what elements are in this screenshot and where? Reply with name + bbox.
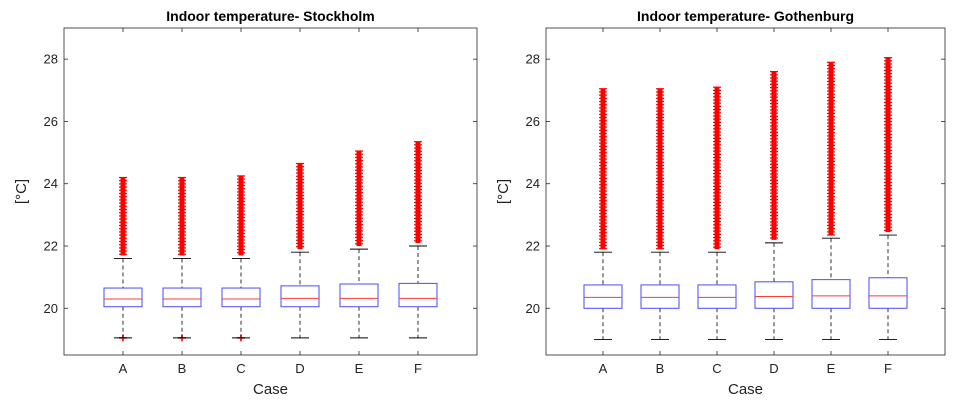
outlier-band — [238, 175, 244, 256]
outlier-band — [771, 71, 777, 240]
iqr-box — [221, 287, 261, 308]
iqr-box — [103, 287, 143, 308]
y-tick-label: 28 — [526, 52, 540, 67]
box-case-e: E — [339, 28, 379, 376]
outlier-band — [297, 163, 303, 250]
box-case-d: D — [280, 28, 320, 376]
box-case-a: A — [103, 28, 143, 376]
y-tick-label: 22 — [526, 239, 540, 254]
gothenburg-boxplot: Indoor temperature- Gothenburg 20 22 24 26 28… — [495, 8, 946, 398]
iqr-box — [339, 283, 379, 308]
y-axis-label: [°C] — [495, 179, 512, 204]
iqr-box — [640, 284, 680, 309]
x-tick-label: F — [884, 361, 892, 376]
x-tick-label: E — [827, 361, 836, 376]
x-tick-label: B — [656, 361, 665, 376]
y-tick-label: 28 — [44, 52, 58, 67]
x-tick-label: A — [599, 361, 608, 376]
x-tick-label: B — [178, 361, 187, 376]
x-tick-label: E — [355, 361, 364, 376]
outlier-band — [714, 87, 720, 250]
box-case-b: B — [162, 28, 202, 376]
chart-title: Indoor temperature- Stockholm — [166, 8, 374, 24]
box-case-a: A — [583, 28, 623, 376]
y-tick-label: 24 — [44, 176, 58, 191]
axes-frame — [545, 27, 946, 356]
box-case-b: B — [640, 28, 680, 376]
box-case-d: D — [754, 28, 794, 376]
iqr-box — [811, 279, 851, 309]
x-tick-label: C — [236, 361, 245, 376]
y-axis-label: [°C] — [13, 179, 30, 204]
x-axis-label: Case — [253, 381, 288, 398]
y-tick-label: 20 — [44, 301, 58, 316]
x-tick-label: F — [414, 361, 422, 376]
axes-frame — [63, 27, 478, 356]
iqr-box — [868, 277, 908, 309]
iqr-box — [398, 282, 438, 308]
x-axis-label: Case — [728, 381, 763, 398]
iqr-box — [754, 281, 794, 309]
box-case-e: E — [811, 28, 851, 376]
box-case-f: F — [868, 28, 908, 376]
y-tick-label: 26 — [526, 114, 540, 129]
box-case-c: C — [697, 28, 737, 376]
iqr-box — [162, 287, 202, 308]
y-tick-label: 24 — [526, 176, 540, 191]
y-tick-label: 26 — [44, 114, 58, 129]
y-tick-label: 22 — [44, 239, 58, 254]
y-tick-label: 20 — [526, 301, 540, 316]
x-tick-label: A — [119, 361, 128, 376]
x-tick-label: D — [295, 361, 304, 376]
box-case-c: C — [221, 28, 261, 376]
iqr-box — [697, 284, 737, 309]
box-case-f: F — [398, 28, 438, 376]
iqr-box — [583, 284, 623, 309]
x-tick-label: C — [712, 361, 721, 376]
x-tick-label: D — [769, 361, 778, 376]
iqr-box — [280, 285, 320, 308]
outlier-band — [885, 57, 891, 233]
chart-title: Indoor temperature- Gothenburg — [637, 8, 854, 24]
stockholm-boxplot: Indoor temperature- Stockholm 20 22 24 26 28 [… — [13, 8, 478, 398]
